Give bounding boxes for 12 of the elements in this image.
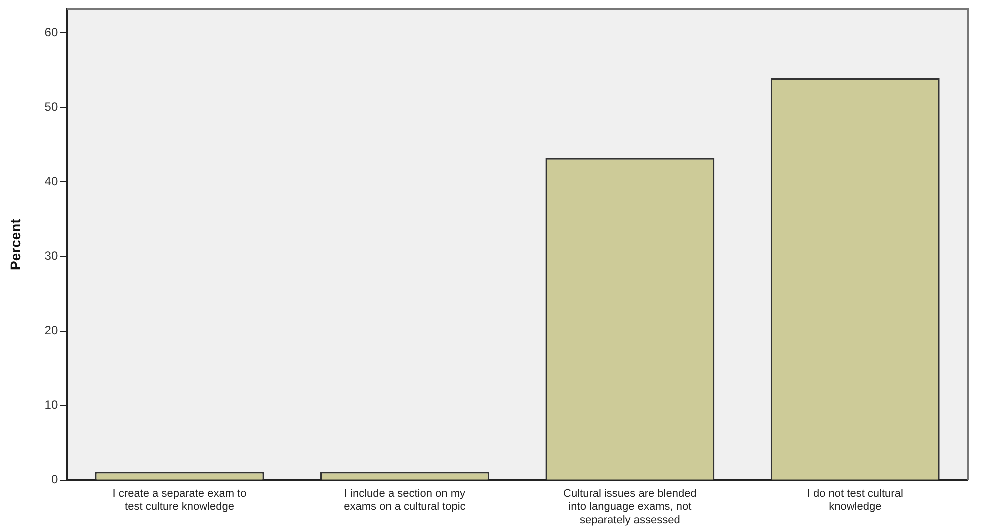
y-tick-label: 30 xyxy=(44,249,58,264)
y-tick-label: 20 xyxy=(44,324,58,338)
y-axis-title: Percent xyxy=(7,218,24,270)
y-tick-label: 50 xyxy=(44,100,58,114)
y-tick-label: 0 xyxy=(51,472,58,487)
x-tick-label: I do not test cultural knowledge xyxy=(807,488,904,514)
x-tick-label: Cultural issues are blended into language exams, not separately assessed xyxy=(564,488,697,526)
x-tick-label: I include a section on my exams on a cultural topic xyxy=(344,488,466,514)
x-tick-label: I create a separate exam to test culture knowledge xyxy=(112,488,247,514)
y-tick-label: 40 xyxy=(44,174,58,188)
y-tick-label: 60 xyxy=(44,25,58,40)
y-tick-label: 10 xyxy=(44,398,58,412)
